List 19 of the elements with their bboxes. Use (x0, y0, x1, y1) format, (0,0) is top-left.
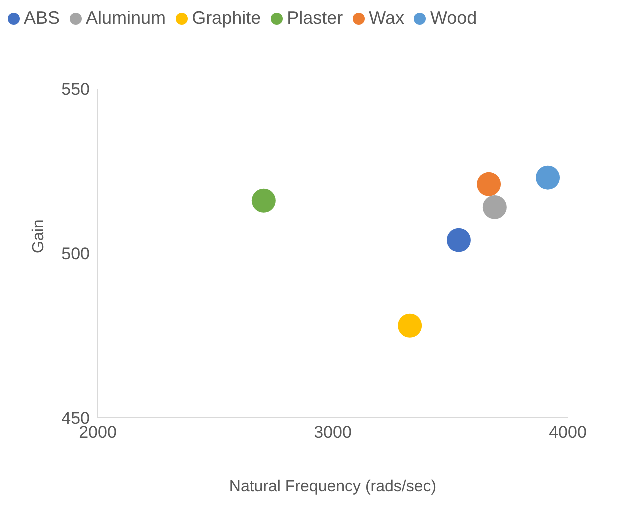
point (398, 314, 422, 338)
x-tick-label: 4000 (549, 423, 587, 442)
legend-label: Graphite (192, 8, 262, 28)
legend-label: Wax (369, 8, 404, 28)
point (482, 195, 507, 220)
legend-label: Wood (430, 8, 478, 28)
point (536, 166, 560, 190)
point (252, 188, 276, 213)
point (446, 228, 471, 252)
legend-label: Plaster (287, 8, 344, 28)
legend-label: Aluminum (86, 8, 166, 28)
x-tick-label: 2000 (79, 423, 117, 442)
point (477, 172, 502, 196)
legend-label: ABS (24, 8, 60, 28)
x-tick-label: 3000 (314, 423, 352, 442)
y-tick-label: 550 (62, 80, 90, 100)
y-axis-title: Gain (30, 220, 48, 254)
y-tick-label: 500 (62, 244, 90, 264)
x-axis-title: Natural Frequency (rads/sec) (229, 478, 437, 496)
